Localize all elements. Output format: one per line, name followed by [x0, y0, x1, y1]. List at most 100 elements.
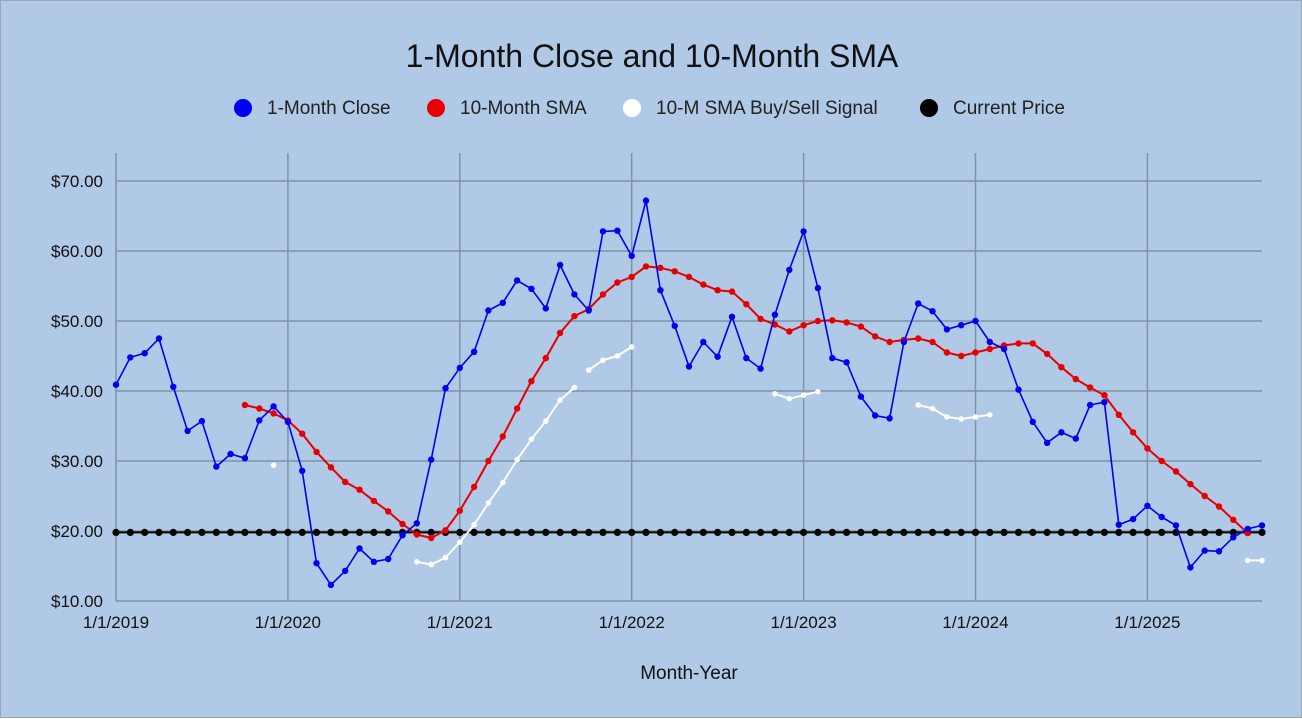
current-price-point [1229, 528, 1237, 537]
signal-point [485, 500, 492, 506]
close-point [800, 228, 807, 235]
close-point [413, 520, 420, 527]
close-point [743, 354, 750, 362]
sma-point [929, 338, 936, 346]
sma-point [356, 486, 363, 493]
sma-point [599, 291, 607, 298]
sma-point [1129, 429, 1137, 436]
sma-point [671, 268, 678, 275]
close-point [872, 412, 879, 419]
sma-point [571, 312, 578, 320]
sma-point [256, 405, 263, 412]
sma-point [442, 527, 449, 534]
current-price-point [757, 528, 765, 537]
close-point [1258, 522, 1266, 529]
signal-point [428, 561, 435, 568]
close-point [929, 308, 936, 315]
close-point [155, 335, 163, 342]
close-point [614, 227, 621, 234]
close-point [428, 456, 435, 463]
close-point [399, 532, 406, 539]
close-point [599, 228, 607, 235]
close-point [213, 463, 220, 470]
close-point [1172, 522, 1180, 529]
close-point [986, 338, 993, 346]
close-point [814, 284, 822, 292]
close-point [1115, 521, 1123, 528]
current-price-point [943, 528, 951, 537]
sma-point [556, 329, 564, 337]
sma-point [1043, 350, 1051, 358]
close-point [1230, 534, 1237, 541]
sma-point [1144, 445, 1151, 452]
close-point [1129, 515, 1137, 523]
sma-point [456, 507, 463, 514]
y-tick-label: $40.00 [51, 382, 103, 401]
current-price-point [814, 528, 822, 537]
signal-point [514, 456, 520, 463]
close-point [972, 317, 979, 325]
current-price-point [112, 528, 120, 537]
close-point [198, 417, 206, 425]
sma-point [413, 531, 420, 538]
signal-point [915, 402, 921, 408]
legend-marker-close [234, 99, 252, 117]
current-price-point [570, 528, 579, 537]
close-point [958, 322, 965, 329]
signal-point [786, 395, 793, 402]
sma-point [786, 328, 793, 335]
current-price-point [327, 528, 335, 537]
current-price-point [628, 528, 636, 537]
x-tick-label: 1/1/2023 [771, 613, 837, 632]
current-price-point [542, 528, 550, 537]
close-point [270, 403, 277, 410]
legend-label-current: Current Price [953, 98, 1065, 119]
y-tick-label: $70.00 [51, 172, 103, 191]
current-price-point [656, 528, 665, 537]
sma-point [1158, 457, 1165, 465]
grid [115, 153, 1262, 602]
current-price-point [914, 528, 922, 537]
sma-point [743, 301, 750, 308]
current-price-point [699, 528, 707, 537]
sma-point [542, 354, 549, 362]
y-tick-label: $30.00 [51, 452, 103, 471]
signal-point [815, 388, 821, 395]
close-point [857, 393, 865, 400]
close-point [700, 338, 707, 346]
current-price-point [1215, 528, 1223, 537]
x-tick-label: 1/1/2022 [599, 613, 665, 632]
close-point [786, 266, 793, 274]
signal-point [557, 397, 563, 403]
close-point [1144, 502, 1151, 509]
close-point [513, 277, 521, 284]
current-price-point [155, 528, 163, 537]
signal-point [944, 414, 950, 420]
sma-point [628, 273, 635, 281]
current-price-point [126, 528, 134, 537]
current-price-point [971, 528, 980, 537]
current-price-point [384, 528, 392, 537]
signal-line [588, 346, 633, 371]
close-point [1215, 548, 1223, 555]
current-price-point [900, 528, 908, 537]
sma-point [1029, 340, 1037, 347]
close-point [227, 450, 234, 458]
sma-point [1015, 340, 1022, 347]
sma-point [915, 335, 922, 342]
current-price-point [227, 528, 235, 537]
sma-point [1072, 375, 1080, 383]
current-price-point [1014, 528, 1023, 537]
close-point [542, 305, 549, 312]
signal-point [600, 357, 606, 364]
y-axis-ticks: $10.00 $20.00 $30.00 $40.00 $50.00 $60.00 $70.… [51, 172, 103, 611]
sma-point [342, 478, 349, 486]
close-point [657, 287, 664, 294]
current-price-point [499, 528, 507, 537]
y-tick-label: $50.00 [51, 312, 103, 331]
close-point [342, 567, 349, 575]
signal-point [571, 384, 578, 391]
close-point [184, 427, 191, 435]
close-point [1043, 439, 1051, 446]
sma-point [1101, 392, 1108, 399]
